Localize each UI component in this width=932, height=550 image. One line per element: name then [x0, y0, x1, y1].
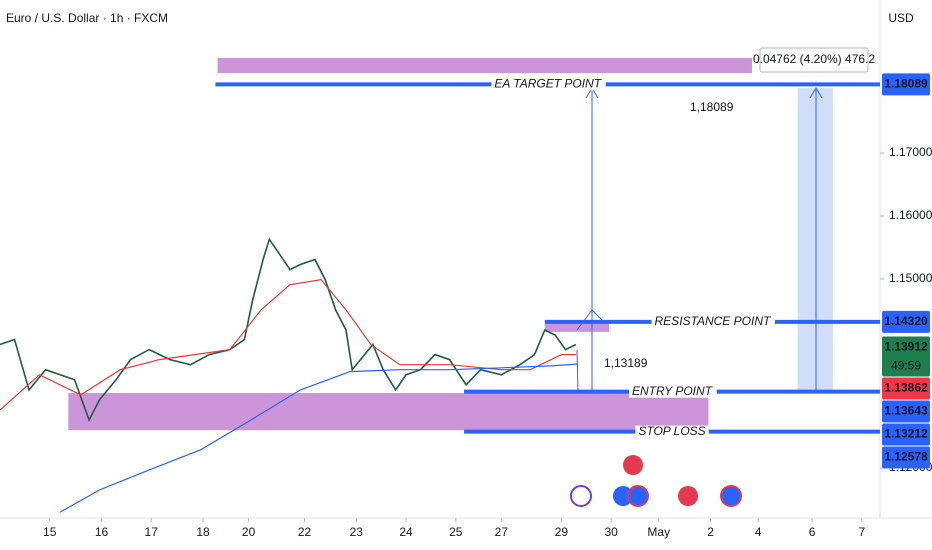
x-tick-label: 23: [350, 525, 364, 539]
price-label-box: [882, 336, 930, 377]
y-tick-label: 1.16000: [889, 208, 932, 222]
level-label-bg: [635, 425, 709, 438]
annotation: 1,18089: [690, 100, 734, 114]
x-tick-label: 2: [707, 525, 714, 539]
arrow-head: [809, 87, 823, 99]
price-label-box: [882, 446, 930, 469]
x-tick-label: 25: [449, 525, 463, 539]
x-tick-label: 7: [858, 525, 865, 539]
y-tick-label: 1.17000: [889, 145, 932, 159]
price-label-box: [882, 423, 930, 446]
price-label-box: [882, 310, 930, 333]
x-tick-label: 24: [399, 525, 413, 539]
level-label-bg: [491, 78, 606, 91]
level-label: RESISTANCE POINT: [655, 314, 772, 328]
measure-label: 0.04762 (4.20%) 476.2: [753, 52, 875, 66]
level-label: STOP LOSS: [638, 424, 705, 438]
level-label-bg: [629, 385, 717, 398]
measure-box: [759, 47, 869, 73]
x-tick-label: 29: [555, 525, 569, 539]
event-icon: [623, 455, 643, 475]
price-label: 1.13912: [884, 340, 928, 354]
zone: [68, 393, 709, 431]
price-line: [0, 278, 576, 411]
y-tick-label: 1.15000: [889, 271, 932, 285]
x-tick-label: May: [647, 525, 670, 539]
price-label: 1.13643: [884, 404, 928, 418]
x-tick-label: 30: [604, 525, 618, 539]
level-label-bg: [651, 315, 775, 328]
price-label: 1.12578: [884, 450, 928, 464]
event-icon: [627, 485, 649, 507]
x-tick-label: 20: [242, 525, 256, 539]
countdown: 49:59: [891, 359, 921, 373]
price-label-box: [882, 400, 930, 423]
currency: USD: [888, 11, 914, 25]
price-line: [0, 237, 577, 423]
zone: [797, 88, 833, 390]
price-label: 1.18089: [884, 77, 928, 91]
event-icon: [570, 485, 592, 507]
price-label-box: [882, 377, 930, 400]
price-label: 1.13862: [884, 381, 928, 395]
x-tick-label: 15: [43, 525, 57, 539]
x-tick-label: 4: [755, 525, 762, 539]
event-icon: [678, 486, 698, 506]
price-label-box: [882, 73, 930, 96]
x-tick-label: 16: [95, 525, 109, 539]
x-tick-label: 18: [196, 525, 210, 539]
x-tick-label: 6: [809, 525, 816, 539]
event-icon: [613, 486, 633, 506]
x-tick-label: 22: [298, 525, 312, 539]
level-label: EA TARGET POINT: [494, 77, 602, 91]
annotation: 1,13189: [604, 356, 648, 370]
zone: [544, 319, 610, 332]
x-tick-label: 27: [495, 525, 509, 539]
x-tick-label: 17: [145, 525, 159, 539]
price-label: 1.14320: [884, 314, 928, 328]
level-label: ENTRY POINT: [632, 384, 714, 398]
price-label: 1.13212: [884, 427, 928, 441]
zone: [217, 58, 752, 74]
price-line: [59, 363, 579, 513]
event-icon: [720, 485, 742, 507]
event-icons: [570, 455, 742, 507]
chart-title: Euro / U.S. Dollar · 1h · FXCM: [6, 11, 168, 25]
